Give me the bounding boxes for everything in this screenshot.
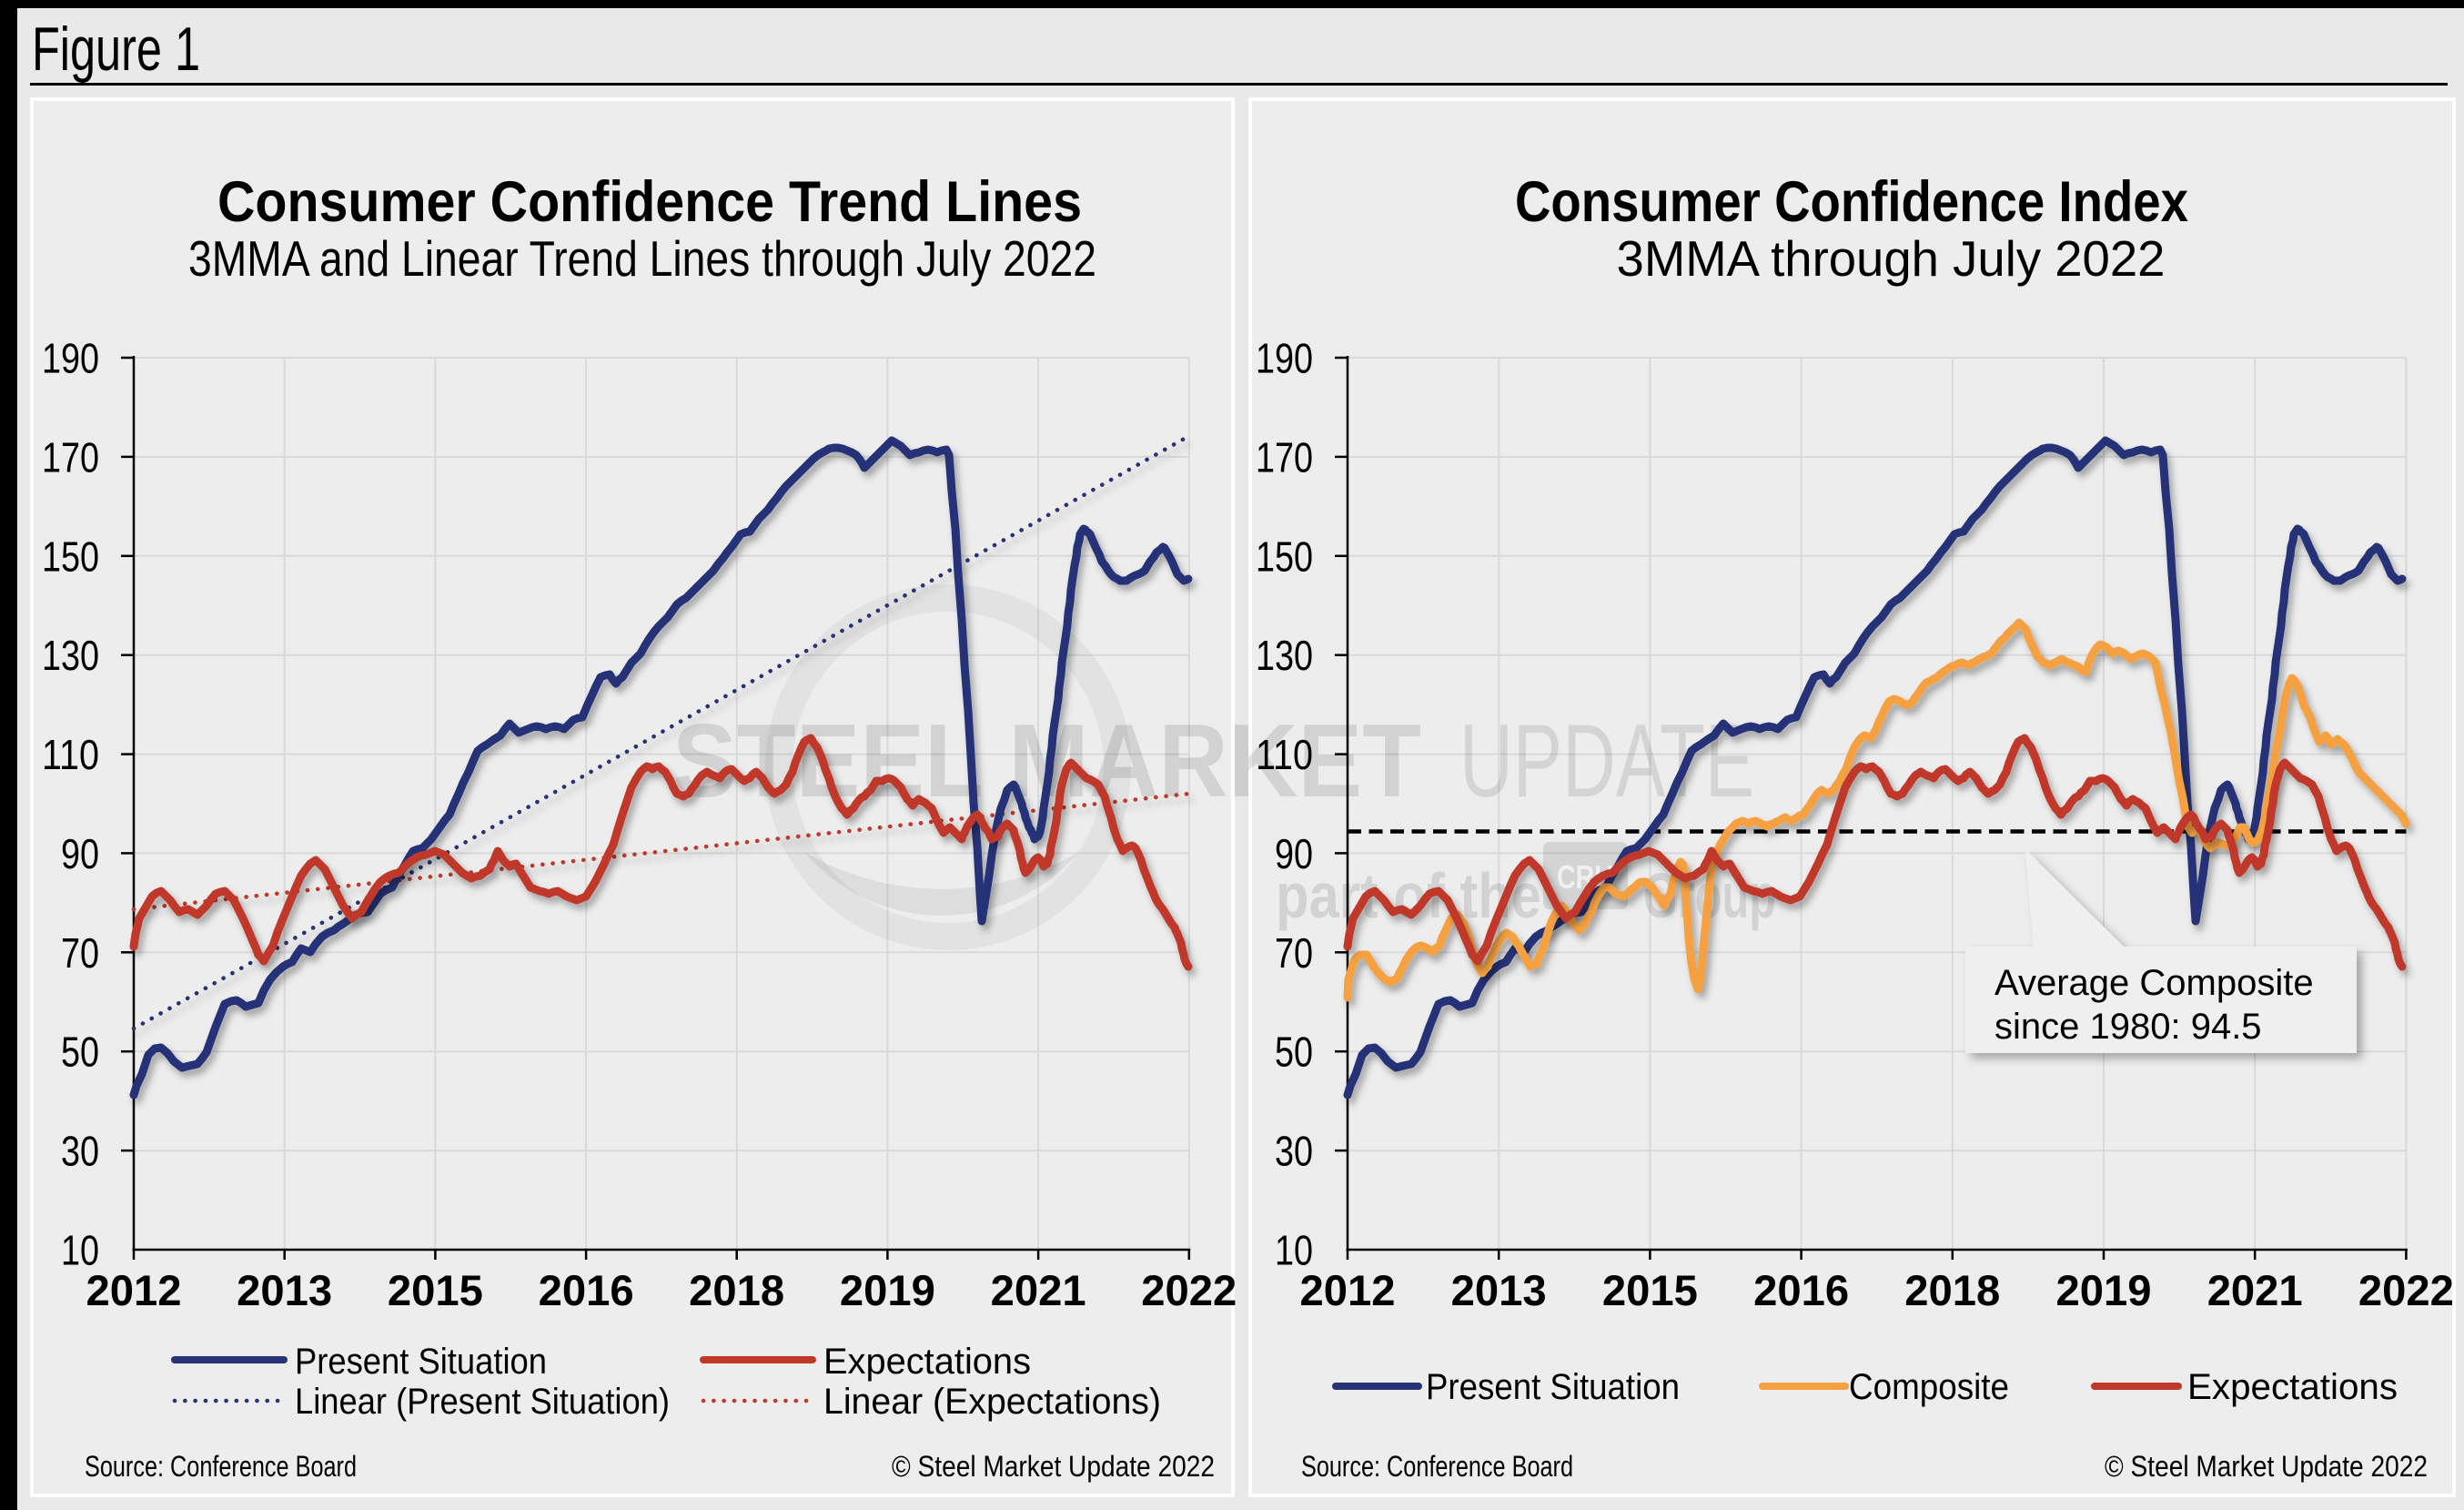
svg-text:170: 170 [1256, 433, 1313, 481]
svg-text:2013: 2013 [237, 1266, 332, 1314]
svg-text:10: 10 [61, 1227, 99, 1274]
svg-text:Consumer Confidence Trend Line: Consumer Confidence Trend Lines [217, 170, 1082, 234]
svg-text:70: 70 [61, 929, 99, 977]
svg-text:90: 90 [1275, 830, 1313, 877]
svg-text:Figure 1: Figure 1 [32, 15, 200, 84]
svg-text:Average Composite: Average Composite [1994, 963, 2314, 1003]
svg-text:170: 170 [42, 433, 99, 481]
svg-text:130: 130 [1256, 632, 1313, 679]
svg-text:30: 30 [61, 1128, 99, 1175]
svg-text:2016: 2016 [1753, 1266, 1849, 1314]
svg-text:150: 150 [42, 532, 99, 580]
svg-text:2015: 2015 [1602, 1266, 1698, 1314]
svg-text:2012: 2012 [1300, 1266, 1396, 1314]
svg-text:2018: 2018 [1904, 1266, 2000, 1314]
svg-text:50: 50 [1275, 1029, 1313, 1076]
svg-text:© Steel Market Update 2022: © Steel Market Update 2022 [892, 1450, 1215, 1483]
svg-text:Source: Conference Board: Source: Conference Board [85, 1450, 357, 1483]
svg-text:190: 190 [42, 335, 99, 382]
svg-text:190: 190 [1256, 335, 1313, 382]
svg-text:3MMA and Linear Trend Lines th: 3MMA and Linear Trend Lines through July… [188, 230, 1096, 287]
svg-text:2018: 2018 [689, 1266, 784, 1314]
svg-text:50: 50 [61, 1029, 99, 1076]
svg-text:2019: 2019 [840, 1266, 935, 1314]
svg-text:2016: 2016 [539, 1266, 634, 1314]
svg-text:UPDATE: UPDATE [1459, 704, 1754, 819]
svg-text:since 1980: 94.5: since 1980: 94.5 [1994, 1007, 2262, 1047]
svg-text:Present Situation: Present Situation [295, 1342, 547, 1382]
svg-text:Linear (Expectations): Linear (Expectations) [823, 1382, 1161, 1422]
svg-text:10: 10 [1275, 1227, 1313, 1274]
svg-text:150: 150 [1256, 532, 1313, 580]
svg-text:2022: 2022 [1141, 1266, 1237, 1314]
svg-text:2012: 2012 [86, 1266, 182, 1314]
svg-text:part of the: part of the [1276, 860, 1541, 931]
svg-text:70: 70 [1275, 929, 1313, 977]
svg-text:130: 130 [42, 632, 99, 679]
svg-text:Present Situation: Present Situation [1426, 1367, 1680, 1407]
svg-text:30: 30 [1275, 1128, 1313, 1175]
svg-text:Composite: Composite [1849, 1367, 2009, 1407]
svg-text:2021: 2021 [991, 1266, 1086, 1314]
svg-text:110: 110 [42, 731, 99, 778]
svg-text:2022: 2022 [2358, 1266, 2454, 1314]
svg-text:2019: 2019 [2056, 1266, 2152, 1314]
svg-text:3MMA through July 2022: 3MMA through July 2022 [1617, 230, 2166, 287]
svg-text:Linear (Present Situation): Linear (Present Situation) [295, 1382, 670, 1422]
svg-text:2021: 2021 [2207, 1266, 2303, 1314]
svg-text:© Steel Market Update 2022: © Steel Market Update 2022 [2105, 1450, 2428, 1483]
svg-text:Consumer Confidence Index: Consumer Confidence Index [1515, 170, 2188, 234]
svg-text:Expectations: Expectations [2187, 1367, 2398, 1407]
svg-text:2015: 2015 [388, 1266, 483, 1314]
svg-text:Source: Conference Board: Source: Conference Board [1301, 1450, 1573, 1483]
svg-text:2013: 2013 [1451, 1266, 1547, 1314]
svg-text:110: 110 [1256, 731, 1313, 778]
svg-text:90: 90 [61, 830, 99, 877]
svg-text:Expectations: Expectations [823, 1342, 1031, 1382]
